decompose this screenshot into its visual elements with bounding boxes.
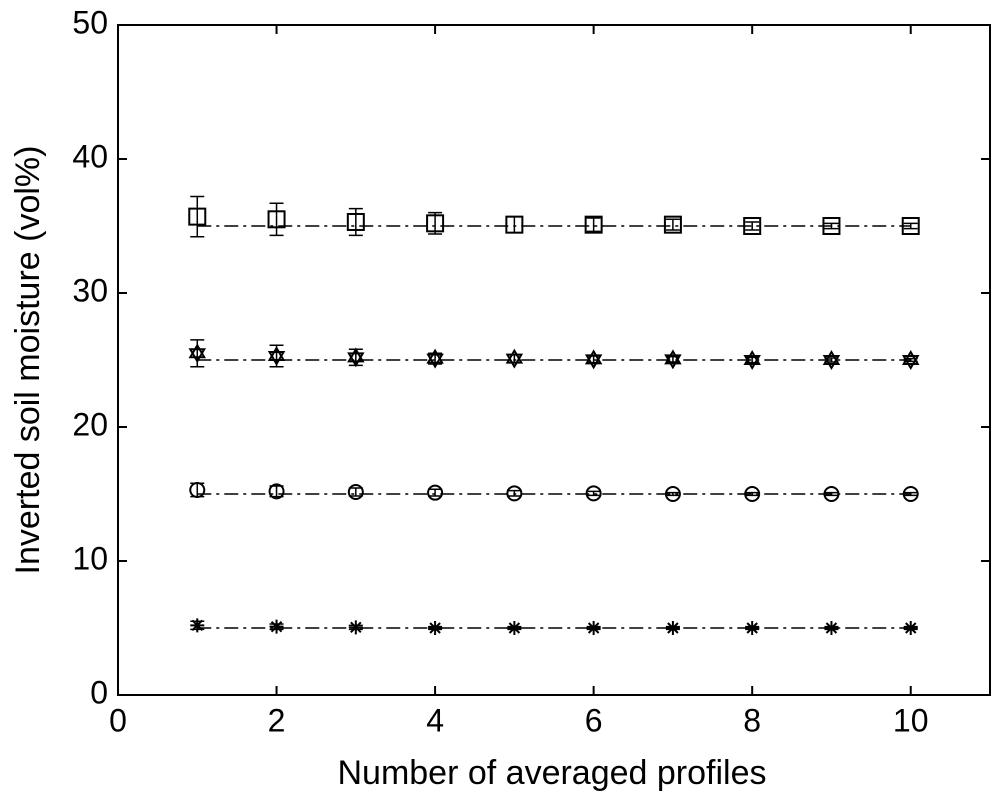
marker bbox=[902, 486, 919, 502]
marker bbox=[743, 217, 762, 235]
error-bar bbox=[348, 487, 363, 497]
error-bar bbox=[507, 215, 522, 234]
marker bbox=[428, 621, 443, 635]
y-tick-label: 40 bbox=[72, 138, 108, 174]
x-tick-label: 2 bbox=[268, 702, 286, 738]
marker bbox=[426, 348, 444, 369]
error-bar bbox=[665, 355, 680, 363]
error-bar bbox=[428, 488, 443, 497]
y-tick-label: 20 bbox=[72, 406, 108, 442]
error-bar bbox=[507, 489, 522, 497]
error-bar bbox=[665, 491, 680, 497]
marker bbox=[505, 215, 524, 234]
marker bbox=[268, 483, 285, 500]
marker bbox=[585, 485, 602, 502]
marker bbox=[823, 486, 840, 502]
marker bbox=[745, 621, 760, 635]
marker bbox=[190, 618, 205, 633]
marker bbox=[584, 349, 603, 370]
marker bbox=[507, 621, 522, 635]
marker bbox=[188, 343, 207, 364]
marker bbox=[506, 485, 523, 502]
marker bbox=[427, 484, 444, 501]
marker bbox=[347, 483, 364, 500]
x-tick-label: 4 bbox=[426, 702, 444, 738]
error-bar bbox=[665, 218, 680, 231]
y-tick-label: 30 bbox=[72, 272, 108, 308]
error-bar bbox=[269, 202, 284, 237]
marker bbox=[505, 348, 524, 369]
marker bbox=[267, 345, 286, 366]
marker bbox=[822, 350, 841, 370]
x-tick-label: 0 bbox=[109, 702, 127, 738]
marker bbox=[189, 481, 206, 498]
error-bar bbox=[586, 217, 601, 233]
y-tick-label: 50 bbox=[72, 4, 108, 40]
x-tick-label: 6 bbox=[585, 702, 603, 738]
marker bbox=[664, 349, 682, 370]
error-bar bbox=[824, 491, 839, 497]
error-bar bbox=[903, 222, 918, 230]
error-bar bbox=[745, 491, 760, 497]
marker bbox=[267, 210, 286, 229]
y-axis-label: Inverted soil moisture (vol%) bbox=[9, 146, 47, 575]
error-bar bbox=[903, 491, 918, 497]
marker bbox=[743, 350, 761, 370]
marker bbox=[269, 619, 284, 634]
error-bar bbox=[824, 222, 839, 230]
marker bbox=[824, 621, 839, 635]
marker bbox=[822, 217, 841, 235]
marker bbox=[426, 214, 445, 233]
marker bbox=[903, 621, 918, 635]
marker bbox=[665, 621, 680, 635]
plot-frame bbox=[117, 24, 991, 696]
marker bbox=[664, 486, 681, 502]
error-bar bbox=[190, 195, 205, 238]
x-tick-label: 8 bbox=[743, 702, 761, 738]
error-bar bbox=[348, 207, 363, 237]
marker bbox=[901, 217, 920, 235]
marker bbox=[744, 486, 761, 502]
marker bbox=[348, 620, 363, 635]
marker bbox=[346, 212, 365, 231]
marker bbox=[663, 215, 682, 234]
marker bbox=[586, 621, 601, 635]
marker bbox=[901, 350, 920, 370]
marker bbox=[188, 207, 207, 226]
error-bar bbox=[824, 357, 839, 363]
y-tick-label: 0 bbox=[90, 674, 108, 710]
error-bar bbox=[745, 221, 760, 231]
marker bbox=[584, 215, 603, 234]
marker bbox=[347, 347, 365, 368]
x-axis-label: Number of averaged profiles bbox=[337, 754, 766, 792]
error-bar bbox=[745, 356, 760, 364]
error-bar bbox=[586, 490, 601, 497]
y-tick-label: 10 bbox=[72, 540, 108, 576]
x-tick-label: 10 bbox=[893, 702, 929, 738]
